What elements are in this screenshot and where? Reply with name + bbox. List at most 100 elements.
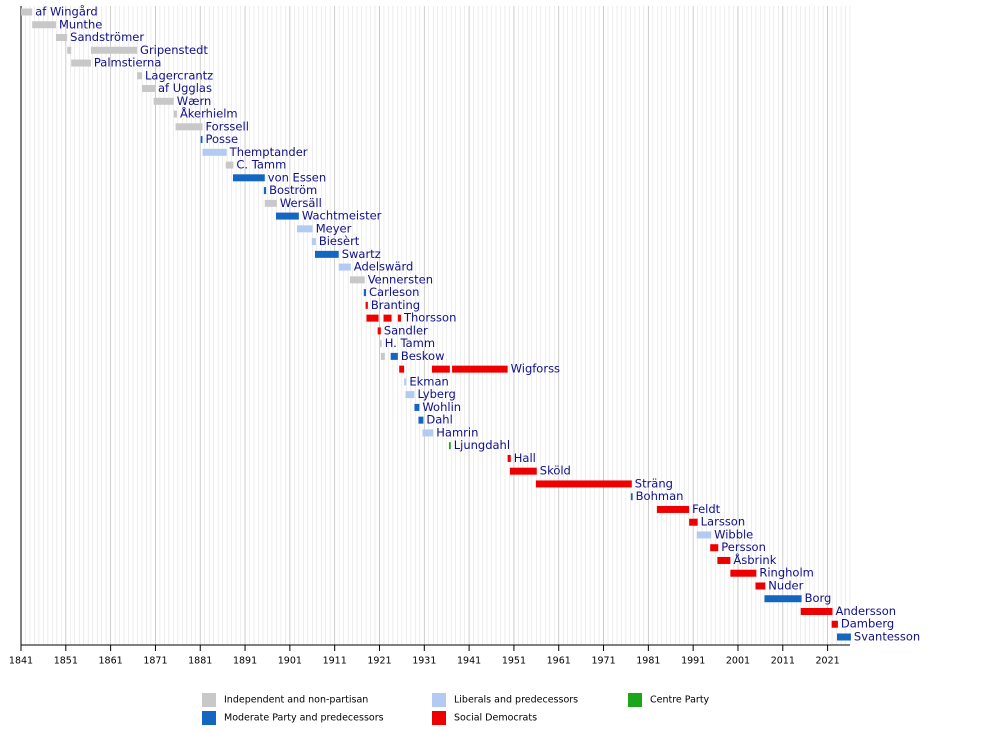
x-tick-label: 1961 <box>547 656 571 667</box>
x-tick-label: 1861 <box>99 656 123 667</box>
term-bar <box>349 276 365 284</box>
minister-name: Sandströmer <box>70 30 144 44</box>
term-bar <box>338 263 351 271</box>
x-tick-label: 2021 <box>816 656 840 667</box>
legend-swatch <box>202 693 216 707</box>
term-bar <box>21 8 33 16</box>
minister-name: Biesèrt <box>319 234 360 248</box>
term-bar <box>314 250 339 258</box>
minister-name: Andersson <box>836 604 897 618</box>
minister-name: Posse <box>205 132 238 146</box>
minister-name: Dahl <box>426 413 452 427</box>
minister-name: Ekman <box>409 374 448 388</box>
legend-label: Moderate Party and predecessors <box>224 713 384 724</box>
minister-name: Palmstierna <box>94 56 162 70</box>
minister-name: Sköld <box>540 464 571 478</box>
term-bar <box>630 493 633 501</box>
x-tick-label: 1891 <box>233 656 257 667</box>
x-tick-label: 1871 <box>143 656 167 667</box>
x-tick-label: 1881 <box>188 656 212 667</box>
minister-name: Sandler <box>384 323 428 337</box>
term-bar <box>141 85 155 93</box>
term-bar <box>431 365 450 373</box>
term-bar <box>656 505 690 513</box>
term-bar <box>452 365 508 373</box>
x-tick-label: 1841 <box>9 656 33 667</box>
x-tick-label: 1851 <box>54 656 78 667</box>
term-bar <box>448 442 451 450</box>
legend-swatch <box>202 711 216 725</box>
term-bar <box>422 429 434 437</box>
minister-name: Åsbrink <box>733 552 776 567</box>
minister-name: af Wingård <box>35 5 98 19</box>
legend-swatch <box>432 711 446 725</box>
minister-name: Swartz <box>342 247 381 261</box>
term-bar <box>137 72 142 80</box>
minister-name: Ljungdahl <box>454 438 510 452</box>
term-bar <box>390 352 398 360</box>
minister-name: Damberg <box>841 617 894 631</box>
term-bar <box>90 46 138 54</box>
minister-name: Feldt <box>692 502 721 516</box>
minister-name: Lyberg <box>417 387 455 401</box>
term-bar <box>297 225 313 233</box>
minister-name: Persson <box>721 540 766 554</box>
minister-name: Ringholm <box>759 566 814 580</box>
term-bar <box>831 620 838 628</box>
x-tick-label: 1991 <box>681 656 705 667</box>
x-tick-label: 1951 <box>502 656 526 667</box>
minister-name: Hall <box>514 451 536 465</box>
term-bar <box>710 544 719 552</box>
x-tick-label: 2001 <box>726 656 750 667</box>
minister-name: Boström <box>269 183 317 197</box>
term-bar <box>71 59 91 67</box>
legend-label: Centre Party <box>650 695 710 706</box>
term-bar <box>383 314 392 322</box>
minister-name: C. Tamm <box>236 158 286 172</box>
x-tick-label: 2011 <box>771 656 795 667</box>
minister-name: Meyer <box>316 221 352 235</box>
term-bar <box>717 556 731 564</box>
term-bar <box>535 480 632 488</box>
term-bar <box>730 569 757 577</box>
minister-name: Lagercrantz <box>145 68 213 82</box>
minister-name: Wigforss <box>511 362 560 376</box>
minister-name: Nuder <box>768 578 803 592</box>
term-bar <box>689 518 698 526</box>
term-bar <box>200 136 203 144</box>
minister-name: Wohlin <box>422 400 461 414</box>
legend-swatch <box>628 693 642 707</box>
term-bar <box>153 97 174 105</box>
term-bar <box>67 46 72 54</box>
x-tick-label: 1941 <box>457 656 481 667</box>
minister-name: Wersäll <box>280 196 322 210</box>
minister-name: Beskow <box>401 349 445 363</box>
minister-name: von Essen <box>268 170 326 184</box>
legend-label: Social Democrats <box>454 713 537 724</box>
term-bar <box>379 340 382 348</box>
minister-name: Åkerhielm <box>180 106 238 121</box>
minister-name: Gripenstedt <box>140 43 208 57</box>
minister-name: H. Tamm <box>385 336 435 350</box>
minister-name: Borg <box>805 591 832 605</box>
term-bar <box>365 301 368 309</box>
term-bar <box>696 531 712 539</box>
term-bar <box>399 365 405 373</box>
x-tick-label: 1931 <box>412 656 436 667</box>
legend-label: Independent and non-partisan <box>224 695 368 706</box>
minister-name: Munthe <box>59 17 102 31</box>
minister-name: Carleson <box>369 285 419 299</box>
x-tick-label: 1971 <box>591 656 615 667</box>
term-bar <box>32 21 56 29</box>
minister-name: Hamrin <box>436 425 478 439</box>
term-bar <box>55 34 68 42</box>
minister-name: Wachtmeister <box>302 209 382 223</box>
term-bar <box>404 378 407 386</box>
minister-name: af Ugglas <box>158 81 212 95</box>
term-bar <box>509 467 537 475</box>
minister-name: Wibble <box>714 527 753 541</box>
legend-label: Liberals and predecessors <box>454 695 578 706</box>
term-bar <box>397 314 401 322</box>
minister-name: Sträng <box>635 476 673 490</box>
term-bar <box>507 454 511 462</box>
